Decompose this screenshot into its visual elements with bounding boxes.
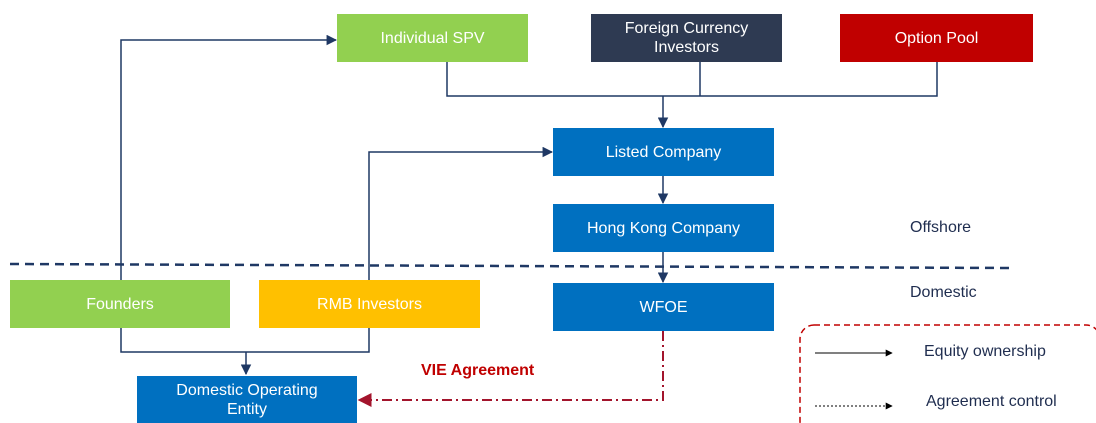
legend-box (799, 324, 1096, 423)
node-hk-company: Hong Kong Company (553, 204, 774, 252)
node-option-pool: Option Pool (840, 14, 1033, 62)
node-wfoe: WFOE (553, 283, 774, 331)
vie-arrow (357, 331, 664, 407)
node-domestic-entity: Domestic Operating Entity (137, 376, 357, 423)
legend-agreement: Agreement control (926, 393, 1057, 410)
ownership-lines (120, 34, 938, 376)
arrow (120, 34, 338, 280)
node-founders: Founders (10, 280, 230, 328)
connector (120, 328, 370, 353)
arrow (368, 146, 554, 280)
zone-offshore: Offshore (910, 219, 972, 236)
legend-equity: Equity ownership (924, 343, 1046, 360)
node-foreign-investors: Foreign Currency Investors (591, 14, 782, 62)
zone-domestic: Domestic (910, 284, 977, 301)
node-individual-spv: Individual SPV (337, 14, 528, 62)
vie-label: VIE Agreement (421, 362, 535, 379)
node-listed-company: Listed Company (553, 128, 774, 176)
connector (446, 62, 938, 97)
node-rmb-investors: RMB Investors (259, 280, 480, 328)
offshore-divider (9, 262, 1011, 270)
